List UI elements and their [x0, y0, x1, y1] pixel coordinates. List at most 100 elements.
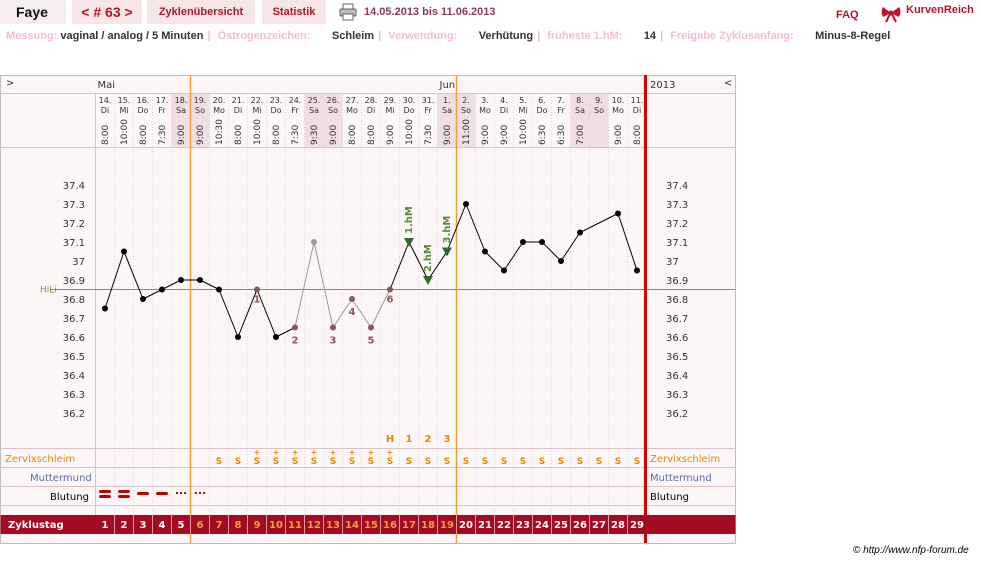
- scroll-right-arrow[interactable]: <: [724, 78, 732, 89]
- temperature-point: [140, 296, 146, 302]
- zervix-value: S: [216, 457, 222, 467]
- cycle-day-number: 13: [326, 520, 340, 531]
- day-weekday: Do: [270, 106, 281, 115]
- y-tick-label: 37.1: [63, 238, 85, 249]
- temperature-point: [197, 277, 203, 283]
- zervix-plus: +: [330, 448, 337, 457]
- cycle-day-number: 5: [178, 520, 185, 531]
- zervix-value: S: [387, 457, 393, 467]
- zervix-value: S: [577, 457, 583, 467]
- zervix-value: S: [558, 457, 564, 467]
- weekend-shade: [589, 94, 609, 147]
- high-measurement-marker: [442, 247, 452, 257]
- zervix-plus: +: [311, 448, 318, 457]
- bleeding-medium-mark: [156, 492, 168, 495]
- temperature-point: [159, 286, 165, 293]
- brand-name[interactable]: KurvenReich: [906, 4, 974, 16]
- temperature-point: [463, 201, 469, 207]
- info-value: vaginal / analog / 5 Minuten: [60, 30, 204, 42]
- y-tick-label: 37.2: [63, 219, 85, 230]
- tab-statistics[interactable]: Statistik: [262, 0, 326, 24]
- y-tick-label: 36.2: [63, 409, 85, 420]
- info-key: Freigabe Zyklusanfang:: [670, 30, 794, 42]
- low-value-point: [330, 324, 336, 331]
- day-date: 9.: [595, 96, 603, 105]
- day-time: 8:00: [367, 125, 377, 145]
- day-date: 27.: [346, 96, 359, 105]
- y-tick-label-right: 36.5: [666, 352, 688, 363]
- cycle-day-number: 27: [592, 520, 606, 531]
- day-date: 1.: [443, 96, 451, 105]
- y-tick-label-right: 36.6: [666, 333, 688, 344]
- zervix-value: S: [349, 457, 355, 467]
- faq-link[interactable]: FAQ: [836, 9, 859, 21]
- low-value-number: 1: [254, 295, 261, 306]
- y-tick-label: 36.3: [63, 390, 85, 401]
- cycle-day-number: 24: [535, 520, 549, 531]
- y-tick-label-right: 36.8: [666, 295, 688, 306]
- temperature-line: [541, 241, 562, 262]
- zervix-row-label: Zervixschleim: [5, 454, 75, 465]
- y-tick-label-right: 37.2: [666, 219, 688, 230]
- temperature-line: [142, 289, 163, 300]
- temperature-line: [332, 298, 353, 328]
- bleeding-spot-mark: [195, 492, 197, 494]
- day-weekday: So: [328, 106, 338, 115]
- temperature-line: [427, 251, 448, 281]
- zervix-plus: +: [387, 448, 394, 457]
- day-weekday: Mi: [119, 106, 128, 115]
- temperature-point: [121, 248, 127, 255]
- cycle-day-number: 10: [269, 520, 283, 531]
- weekend-shade: [456, 94, 476, 147]
- cycle-day-number: 4: [159, 520, 166, 531]
- day-date: 28.: [365, 96, 378, 105]
- high-measurement-label: 2.hM: [423, 244, 434, 272]
- day-date: 17.: [156, 96, 169, 105]
- y-tick-label: 36.7: [63, 314, 85, 325]
- weekend-shade: [190, 94, 210, 147]
- day-weekday: Mo: [346, 106, 358, 115]
- weekend-shade: [570, 94, 590, 147]
- zervix-value: S: [425, 457, 431, 467]
- temperature-point: [235, 334, 241, 340]
- temperature-point: [634, 267, 640, 274]
- cycle-day-number: 25: [554, 520, 568, 531]
- day-date: 31.: [422, 96, 435, 105]
- low-value-number: 4: [349, 307, 356, 318]
- zervix-plus: +: [368, 448, 375, 457]
- temperature-line: [351, 298, 372, 328]
- day-time: 8:00: [272, 125, 282, 145]
- temperature-point: [615, 210, 621, 217]
- day-date: 16.: [137, 96, 150, 105]
- coverline-label: HiLi: [40, 286, 57, 296]
- low-value-point: [292, 324, 298, 331]
- day-date: 21.: [232, 96, 245, 105]
- weekend-shade: [323, 94, 343, 147]
- day-time: 7:30: [158, 125, 168, 145]
- day-time: 9:00: [386, 125, 396, 145]
- info-key: Verwendung:: [388, 30, 458, 42]
- y-tick-label: 37: [72, 257, 85, 268]
- scroll-left-arrow[interactable]: >: [6, 78, 14, 89]
- bleeding-heavy-mark: [118, 495, 130, 498]
- info-key: Messung:: [6, 30, 58, 42]
- zervix-value: S: [368, 457, 374, 467]
- temperature-line: [579, 213, 619, 233]
- zervix-value: S: [596, 457, 602, 467]
- day-weekday: Do: [137, 106, 148, 115]
- blutung-row-label-right: Blutung: [650, 492, 689, 503]
- printer-icon[interactable]: [339, 3, 357, 21]
- y-tick-label-right: 37: [666, 257, 679, 268]
- bleeding-spot-mark: [184, 492, 186, 494]
- y-tick-label-right: 36.9: [666, 276, 688, 287]
- temperature-line: [503, 241, 524, 271]
- info-value: Verhütung: [478, 30, 534, 42]
- day-weekday: Sa: [442, 106, 452, 115]
- day-weekday: So: [594, 106, 604, 115]
- tab-cycle-overview[interactable]: Zyklenübersicht: [147, 0, 255, 24]
- bleeding-spot-mark: [203, 492, 205, 494]
- day-date: 4.: [500, 96, 508, 105]
- cycle-selector[interactable]: < # 63 >: [72, 0, 142, 24]
- day-time: 6:30: [538, 125, 548, 145]
